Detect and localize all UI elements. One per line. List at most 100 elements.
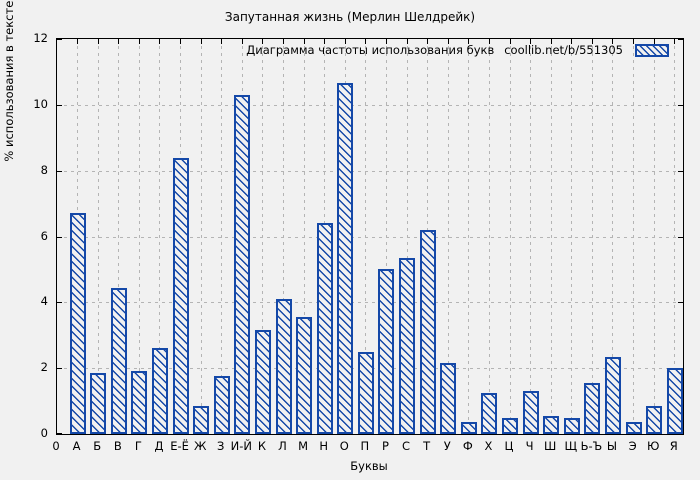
x-tick-label: Ц: [504, 439, 514, 453]
x-tick-label: К: [257, 439, 266, 453]
x-tick-mark: [344, 39, 346, 44]
h-gridline: [57, 236, 683, 238]
x-tick-label: 0: [52, 439, 60, 453]
legend: Диаграмма частоты использования букв coo…: [246, 43, 669, 57]
x-tick-mark: [571, 39, 573, 44]
h-gridline: [57, 104, 683, 106]
bar-Д: [151, 348, 168, 434]
x-tick-mark: [324, 39, 326, 44]
bar-Щ: [563, 417, 580, 434]
bar-С: [399, 257, 416, 434]
x-tick-mark: [365, 39, 367, 44]
v-gridline: [488, 39, 490, 434]
x-tick-mark: [530, 39, 532, 44]
bar-Ь-Ъ: [584, 382, 601, 434]
bar-Н: [316, 223, 333, 434]
x-tick-mark: [97, 39, 99, 44]
bar-О: [337, 83, 354, 434]
bar-Б: [90, 373, 107, 434]
bar-И-Й: [234, 94, 251, 434]
v-gridline: [365, 39, 367, 434]
v-gridline: [674, 39, 676, 434]
x-tick-mark: [241, 39, 243, 44]
bar-Ф: [460, 422, 477, 434]
legend-label: Диаграмма частоты использования букв: [246, 43, 495, 57]
v-gridline: [591, 39, 593, 434]
x-tick-label: Ь-Ъ: [580, 439, 603, 453]
x-tick-mark: [674, 39, 676, 44]
v-gridline: [262, 39, 264, 434]
x-tick-mark: [488, 39, 490, 44]
y-tick-mark: [678, 104, 683, 106]
bar-А: [69, 213, 86, 434]
bar-Ц: [502, 417, 519, 434]
x-tick-label: М: [298, 439, 309, 453]
v-gridline: [612, 39, 614, 434]
y-tick-label: 4: [40, 294, 48, 309]
x-tick-label: Ы: [606, 439, 618, 453]
h-gridline: [57, 302, 683, 304]
bar-Г: [131, 371, 148, 434]
x-tick-mark: [159, 39, 161, 44]
x-tick-label: Ю: [646, 439, 660, 453]
x-tick-label: Ж: [193, 439, 207, 453]
v-gridline: [468, 39, 470, 434]
x-axis-label: Буквы: [350, 459, 388, 473]
x-tick-label: Э: [628, 439, 637, 453]
x-tick-label: Н: [319, 439, 329, 453]
y-tick-mark: [57, 302, 62, 304]
x-tick-mark: [262, 39, 264, 44]
legend-source: coollib.net/b/551305: [504, 43, 623, 57]
x-tick-mark: [653, 39, 655, 44]
y-axis-label: % использования в тексте: [2, 0, 16, 162]
x-tick-label: Л: [278, 439, 287, 453]
x-tick-label: О: [339, 439, 349, 453]
v-gridline: [138, 39, 140, 434]
x-tick-label: У: [443, 439, 451, 453]
bar-Э: [625, 422, 642, 434]
x-tick-label: Х: [484, 439, 493, 453]
bar-Ж: [193, 406, 210, 434]
x-tick-label: Ш: [544, 439, 557, 453]
x-tick-label: И-Й: [230, 439, 252, 453]
bar-Л: [275, 299, 292, 434]
bar-Ч: [522, 391, 539, 434]
v-gridline: [283, 39, 284, 434]
v-gridline: [509, 39, 511, 434]
x-tick-mark: [406, 39, 408, 44]
y-tick-mark: [57, 236, 62, 238]
x-tick-label: Ф: [462, 439, 473, 453]
v-gridline: [200, 39, 202, 434]
x-tick-mark: [591, 39, 593, 44]
bar-Ш: [543, 415, 560, 434]
y-tick-label: 10: [33, 96, 48, 111]
x-tick-mark: [427, 39, 429, 44]
h-gridline: [57, 170, 683, 172]
x-tick-mark: [447, 39, 449, 44]
x-tick-mark: [612, 39, 614, 44]
x-tick-label: Е-Ё: [170, 439, 189, 453]
y-tick-mark: [57, 433, 62, 434]
v-gridline: [550, 39, 552, 434]
y-tick-mark: [57, 104, 62, 106]
v-gridline: [118, 39, 120, 434]
x-tick-mark: [633, 39, 635, 44]
y-tick-label: 12: [33, 31, 48, 45]
x-tick-label: З: [217, 439, 225, 453]
x-tick-label: Р: [382, 439, 389, 453]
bar-Ы: [604, 356, 621, 434]
y-tick-mark: [57, 39, 62, 40]
x-tick-label: Б: [93, 439, 102, 453]
x-tick-mark: [200, 39, 202, 44]
x-tick-mark: [385, 39, 387, 44]
x-tick-label: В: [113, 439, 122, 453]
x-tick-label: Д: [154, 439, 164, 453]
bar-П: [357, 351, 374, 434]
y-tick-mark: [678, 170, 683, 172]
v-gridline: [571, 39, 573, 434]
v-gridline: [530, 39, 532, 434]
y-tick-mark: [678, 236, 683, 238]
plot-area: Диаграмма частоты использования букв coo…: [56, 38, 684, 435]
bar-Ю: [646, 406, 663, 434]
